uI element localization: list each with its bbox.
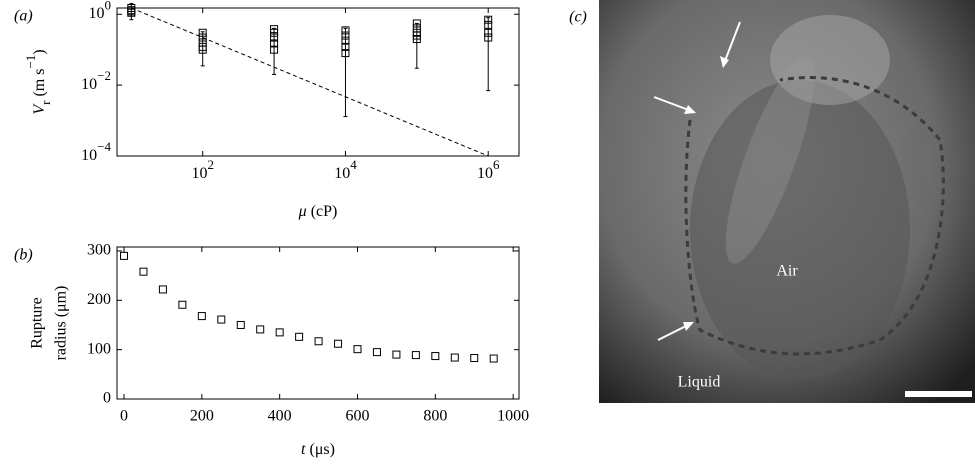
point bbox=[270, 45, 279, 54]
tick-label: 1000 bbox=[497, 408, 529, 425]
point bbox=[412, 19, 421, 28]
point bbox=[270, 28, 279, 37]
label-part: 10 bbox=[81, 147, 97, 164]
label-part: 10 bbox=[89, 5, 105, 22]
tick-label: 100 bbox=[89, 0, 112, 22]
tick-label: 10−4 bbox=[81, 139, 111, 163]
tick-label: 100 bbox=[87, 340, 111, 357]
y-axis-label: Rupture bbox=[29, 297, 46, 349]
point bbox=[411, 351, 420, 360]
label-part: V bbox=[31, 103, 48, 115]
point bbox=[353, 345, 362, 354]
point bbox=[120, 251, 129, 260]
label-part: −1 bbox=[23, 55, 38, 69]
tick-label: 600 bbox=[345, 408, 369, 425]
point bbox=[295, 332, 304, 341]
point bbox=[314, 337, 323, 346]
point bbox=[198, 28, 207, 37]
air-region bbox=[690, 80, 910, 380]
label-part: r bbox=[38, 100, 53, 105]
tick-label: 200 bbox=[190, 408, 214, 425]
label-part: 10 bbox=[191, 165, 207, 182]
point bbox=[139, 267, 148, 276]
tick-label: 800 bbox=[423, 408, 447, 425]
panel-label: (c) bbox=[569, 9, 587, 26]
point bbox=[198, 45, 207, 54]
point bbox=[489, 354, 498, 363]
tick-label: 0 bbox=[120, 408, 128, 425]
photo-panel: Air Liquid (c) bbox=[569, 0, 975, 403]
point bbox=[197, 312, 206, 321]
tick-label: 104 bbox=[334, 157, 357, 181]
plot-frame bbox=[116, 246, 520, 400]
label-part: −2 bbox=[97, 69, 111, 84]
highlight bbox=[725, 56, 815, 264]
label-part: (μs) bbox=[305, 441, 334, 458]
point bbox=[341, 49, 350, 58]
tick-label: 102 bbox=[191, 157, 214, 181]
tick-label: 106 bbox=[477, 157, 500, 181]
point bbox=[484, 20, 493, 29]
y-axis-label: radius (μm) bbox=[53, 286, 70, 361]
arrow-head bbox=[720, 56, 729, 68]
point bbox=[392, 350, 401, 359]
tick-label: 0 bbox=[103, 390, 111, 407]
point bbox=[236, 320, 245, 329]
annotation: Liquid bbox=[678, 374, 721, 391]
tick-label: 10−2 bbox=[81, 69, 111, 93]
point bbox=[412, 35, 421, 44]
panel-label: (a) bbox=[14, 8, 33, 25]
point bbox=[334, 339, 343, 348]
point bbox=[256, 325, 265, 334]
tick-label: 400 bbox=[268, 408, 292, 425]
x-axis-label: t (μs) bbox=[301, 441, 335, 458]
label-part: −4 bbox=[97, 139, 111, 154]
point bbox=[470, 354, 479, 363]
point bbox=[158, 285, 167, 294]
label-part: 10 bbox=[81, 76, 97, 93]
label-part: μ bbox=[298, 203, 307, 220]
label-part: 10 bbox=[334, 165, 350, 182]
label-part: ) bbox=[31, 49, 48, 54]
point bbox=[198, 33, 207, 42]
label-part: (cP) bbox=[307, 203, 338, 220]
plot-frame bbox=[116, 7, 520, 157]
point bbox=[450, 353, 459, 362]
point bbox=[275, 328, 284, 337]
label-part: 2 bbox=[207, 157, 214, 172]
point bbox=[270, 39, 279, 48]
point bbox=[484, 28, 493, 37]
y-axis-label: Vr (m s−1) bbox=[23, 49, 53, 114]
label-part: 0 bbox=[105, 0, 112, 13]
panel-label: (b) bbox=[14, 247, 33, 264]
arrow-head bbox=[683, 322, 694, 331]
rim bbox=[684, 76, 945, 356]
label-part: t bbox=[301, 441, 306, 458]
point bbox=[341, 42, 350, 51]
point bbox=[431, 352, 440, 361]
point bbox=[484, 15, 493, 24]
label-part: 4 bbox=[350, 157, 357, 172]
label-part: 6 bbox=[493, 157, 500, 172]
scale-bar bbox=[905, 391, 972, 397]
annotation: Air bbox=[776, 263, 798, 280]
tick-label: 300 bbox=[87, 242, 111, 259]
point bbox=[484, 33, 493, 42]
tick-label: 200 bbox=[87, 291, 111, 308]
point bbox=[372, 348, 381, 357]
label-part: (m s bbox=[31, 69, 48, 101]
point bbox=[341, 26, 350, 35]
point bbox=[178, 300, 187, 309]
point bbox=[217, 315, 226, 324]
label-part: 10 bbox=[477, 165, 493, 182]
point bbox=[270, 33, 279, 42]
reference-line bbox=[131, 7, 489, 157]
x-axis-label: μ (cP) bbox=[298, 203, 338, 220]
arrow-head bbox=[684, 105, 696, 114]
point bbox=[341, 36, 350, 45]
point bbox=[127, 7, 136, 16]
highlight bbox=[770, 15, 890, 105]
point bbox=[341, 31, 350, 40]
